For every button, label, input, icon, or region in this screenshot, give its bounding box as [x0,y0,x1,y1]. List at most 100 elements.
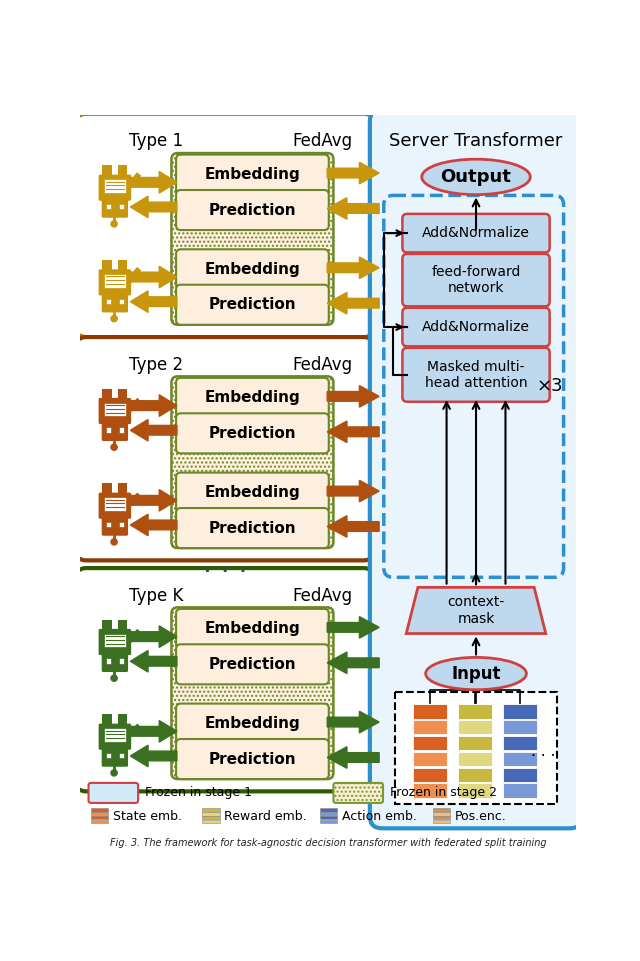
Text: Embedding: Embedding [205,167,300,183]
Polygon shape [327,516,379,537]
Text: Type 1: Type 1 [129,133,183,151]
Polygon shape [131,395,177,416]
FancyBboxPatch shape [99,628,131,655]
Polygon shape [131,489,177,511]
Bar [119,204,124,209]
Bar [91,808,108,812]
Bar [202,812,220,816]
Bar [104,728,125,742]
FancyBboxPatch shape [333,783,383,803]
Text: feed-forward
network: feed-forward network [431,265,521,295]
Bar [104,497,125,511]
Bar [433,816,450,820]
FancyBboxPatch shape [102,421,128,441]
Polygon shape [131,291,177,312]
Text: Pos.enc.: Pos.enc. [454,809,506,823]
Text: . . .: . . . [203,551,247,579]
FancyBboxPatch shape [99,175,131,201]
FancyBboxPatch shape [403,348,550,402]
FancyBboxPatch shape [176,190,329,230]
FancyBboxPatch shape [395,692,557,803]
Bar [106,204,111,209]
FancyBboxPatch shape [176,739,329,779]
Text: Action emb.: Action emb. [342,809,417,823]
Bar [91,812,108,816]
Text: State emb.: State emb. [113,809,182,823]
Circle shape [111,221,117,227]
Bar [503,752,537,766]
Bar [118,260,127,271]
Bar [119,752,124,758]
Bar [106,299,111,304]
FancyBboxPatch shape [102,652,128,672]
FancyBboxPatch shape [76,113,374,337]
Bar [102,388,112,400]
Bar [458,752,492,766]
FancyBboxPatch shape [176,378,329,418]
Text: Embedding: Embedding [205,261,300,277]
Bar [413,752,447,766]
Polygon shape [327,162,379,184]
FancyBboxPatch shape [102,292,128,312]
Bar [320,816,337,820]
Bar [119,428,124,432]
Bar [102,260,112,271]
Text: Frozen in stage 1: Frozen in stage 1 [145,786,252,800]
Bar [320,808,337,812]
Polygon shape [327,711,379,733]
FancyBboxPatch shape [172,607,333,779]
FancyBboxPatch shape [176,508,329,548]
Bar [433,808,450,812]
Text: Prediction: Prediction [209,203,296,217]
FancyBboxPatch shape [99,724,131,750]
Text: Prediction: Prediction [209,752,296,767]
FancyBboxPatch shape [176,413,329,454]
FancyBboxPatch shape [370,110,582,828]
Bar [503,704,537,719]
Bar [320,820,337,824]
Bar [458,768,492,781]
Text: Masked multi-
head attention: Masked multi- head attention [425,359,527,390]
FancyBboxPatch shape [172,377,333,548]
Polygon shape [327,292,379,314]
Bar [102,620,112,630]
Bar [458,736,492,751]
Bar [413,720,447,734]
FancyBboxPatch shape [403,308,550,346]
Bar [102,714,112,726]
Text: Reward emb.: Reward emb. [224,809,307,823]
Polygon shape [327,421,379,443]
Polygon shape [131,514,177,535]
Bar [503,720,537,734]
Bar [458,783,492,798]
Bar [118,483,127,494]
Text: FedAvg: FedAvg [292,356,352,374]
Polygon shape [327,385,379,407]
Polygon shape [131,266,177,287]
Text: FedAvg: FedAvg [292,587,352,604]
Polygon shape [327,198,379,219]
Polygon shape [327,480,379,502]
FancyBboxPatch shape [176,473,329,512]
Bar [118,388,127,400]
Circle shape [111,539,117,545]
Bar [119,658,124,663]
FancyBboxPatch shape [99,398,131,424]
FancyBboxPatch shape [176,155,329,195]
Bar [91,820,108,824]
Text: ×3: ×3 [537,378,564,395]
Bar [413,704,447,719]
Polygon shape [131,626,177,648]
Text: Embedding: Embedding [205,390,300,406]
Bar [503,783,537,798]
Bar [202,820,220,824]
Circle shape [111,444,117,451]
Text: FedAvg: FedAvg [292,133,352,151]
Bar [118,714,127,726]
Text: Prediction: Prediction [209,426,296,441]
Bar [104,403,125,416]
Text: Fig. 3. The framework for task-agnostic decision transformer with federated spli: Fig. 3. The framework for task-agnostic … [109,838,547,848]
Bar [320,812,337,816]
Circle shape [111,770,117,776]
Bar [433,812,450,816]
